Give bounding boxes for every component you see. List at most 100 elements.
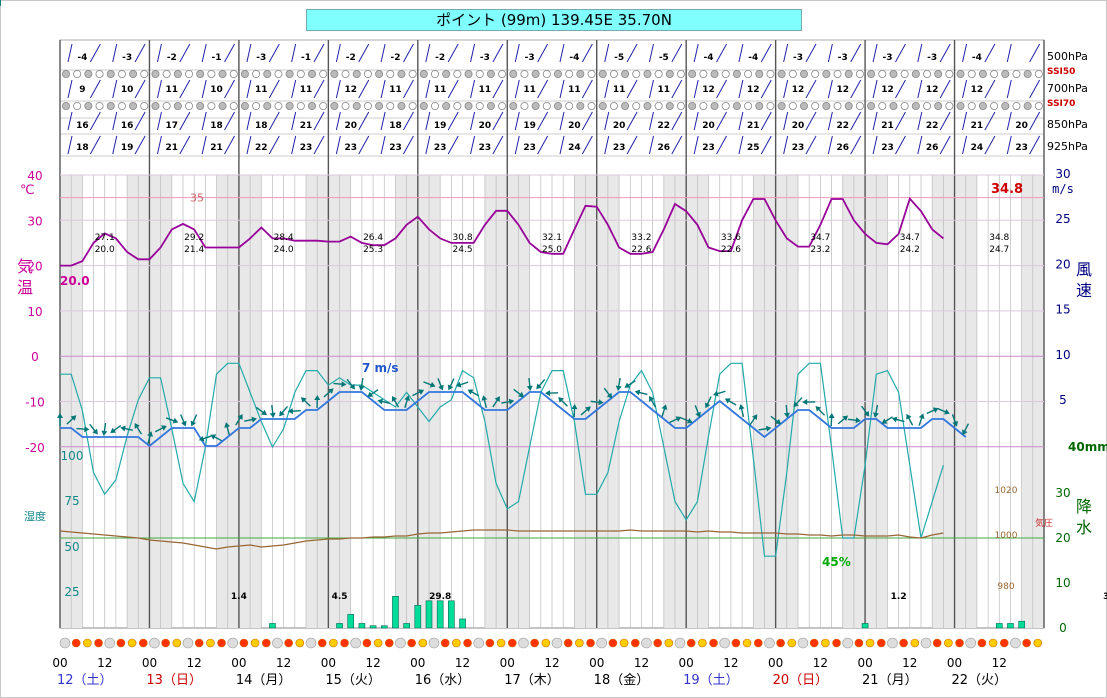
- wind-arrow-head: [891, 416, 898, 423]
- upper-wind-barb: [760, 111, 772, 131]
- wind-arrow: [377, 398, 391, 405]
- upper-wind-barb: [447, 43, 459, 63]
- t700-value: 12: [881, 85, 894, 95]
- sun-icon: [485, 638, 495, 648]
- stability-dot: [1001, 102, 1010, 111]
- stability-dot: [911, 70, 920, 79]
- upper-wind-barb: [559, 79, 565, 99]
- t500-value: -5: [614, 53, 624, 63]
- sun-icon: [496, 638, 506, 648]
- cloud-icon: [797, 637, 809, 649]
- t850-value: 21: [881, 121, 894, 131]
- wind-arrow: [891, 416, 905, 423]
- level-label: 850hPa: [1047, 118, 1088, 131]
- wind-arrow: [190, 414, 198, 427]
- t700-value: 11: [389, 85, 402, 95]
- pressure-tick: 980: [997, 582, 1014, 592]
- upper-wind-barb: [112, 111, 118, 131]
- sun-icon: [295, 638, 305, 648]
- stability-dot: [464, 70, 473, 79]
- upper-wind-barb: [470, 135, 476, 155]
- t925-value: 24: [568, 143, 581, 153]
- stability-dot: [710, 102, 719, 111]
- upper-wind-barb: [671, 111, 683, 131]
- upper-wind-barb: [447, 135, 459, 155]
- upper-wind-barb: [268, 135, 280, 155]
- stability-dot: [788, 102, 797, 111]
- stability-dot: [721, 70, 730, 79]
- day-label: 20（日）: [773, 673, 829, 688]
- cloud-icon: [350, 637, 362, 649]
- wind-arrow: [661, 404, 668, 417]
- precip-bar: [347, 614, 355, 629]
- stability-dot: [62, 70, 71, 79]
- stability-dot: [1023, 102, 1032, 111]
- wind-arrow-head: [598, 399, 604, 406]
- stability-dot: [878, 70, 887, 79]
- t850-value: 17: [166, 121, 179, 131]
- upper-wind-barb: [917, 43, 923, 63]
- pressure-line: [59, 529, 944, 550]
- upper-wind-barb: [693, 79, 699, 99]
- stability-dot: [923, 70, 932, 79]
- stability-dot: [375, 102, 384, 111]
- wind-max-annotation: 7 m/s: [362, 361, 399, 375]
- sun-icon: [854, 638, 864, 648]
- temp-tick: 20: [27, 260, 42, 274]
- wind-arrow-head: [881, 418, 888, 424]
- upper-wind-barb: [917, 79, 923, 99]
- t500-value: -4: [972, 53, 982, 63]
- wind-arrow-head: [367, 391, 374, 397]
- temp-axis-label-1: 気: [17, 257, 33, 276]
- wind-arrow: [404, 395, 411, 408]
- upper-wind-barb: [693, 111, 699, 131]
- wind-arrow: [918, 413, 925, 426]
- wind-arrow: [783, 404, 790, 418]
- upper-wind-barb: [134, 79, 146, 99]
- upper-wind-barb: [403, 43, 414, 63]
- stability-dot: [800, 102, 809, 111]
- stability-dot: [677, 70, 686, 79]
- cloud-icon: [1010, 637, 1021, 649]
- t500-value: -1: [301, 53, 311, 63]
- precip-bar: [1018, 620, 1025, 629]
- wind-arrow: [724, 398, 737, 406]
- stability-dot: [430, 70, 439, 79]
- stability-dot: [363, 102, 372, 111]
- stability-dot: [721, 102, 730, 111]
- wind-arrow-head: [110, 427, 116, 434]
- upper-wind-barb: [671, 43, 683, 63]
- upper-wind-barb: [962, 43, 968, 63]
- daily-max-label: 29.2: [184, 233, 204, 243]
- wind-arrow: [391, 395, 400, 408]
- stability-dot: [419, 102, 428, 111]
- cloud-icon: [551, 637, 563, 649]
- upper-wind-barb: [313, 79, 325, 99]
- wind-arrow: [101, 422, 108, 436]
- precip-axis-label-2: 水: [1076, 518, 1092, 537]
- upper-wind-barb: [984, 79, 996, 99]
- upper-wind-barb: [291, 135, 297, 155]
- upper-wind-barb: [626, 111, 638, 131]
- stability-dot: [744, 102, 753, 111]
- wind-arrow-head: [70, 415, 77, 421]
- sun-icon: [731, 638, 741, 648]
- t925-value: 23: [344, 143, 357, 153]
- hour-tick: 00: [321, 656, 336, 670]
- upper-wind-barb: [783, 79, 789, 99]
- stability-dot: [184, 70, 193, 79]
- stability-dot: [990, 102, 999, 111]
- t925-value: 23: [479, 143, 492, 153]
- wind-arrow-head: [649, 395, 655, 402]
- stability-dot: [419, 70, 428, 79]
- stability-dot: [677, 102, 686, 111]
- precip-total-label: 3.9: [1103, 592, 1107, 602]
- stability-dot: [956, 70, 965, 79]
- upper-wind-barb: [760, 135, 772, 155]
- stability-dot: [498, 70, 507, 79]
- wind-arrow: [57, 413, 63, 426]
- upper-wind-barb: [492, 43, 504, 63]
- wind-arrow: [147, 431, 153, 444]
- stability-dot: [755, 70, 764, 79]
- cloud-icon: [227, 637, 239, 649]
